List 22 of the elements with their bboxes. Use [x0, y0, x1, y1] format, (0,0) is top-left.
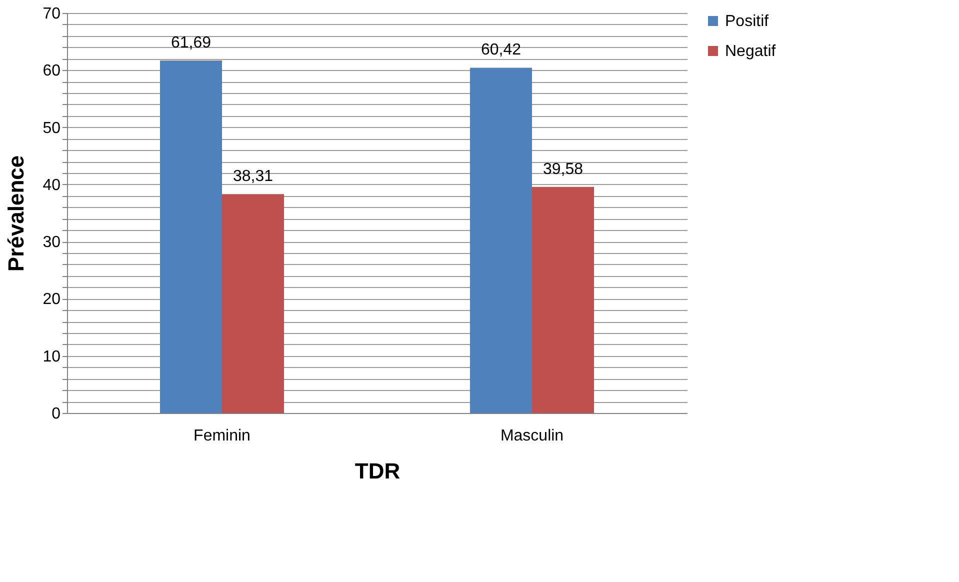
legend-label: Negatif [725, 43, 776, 60]
legend-label: Positif [725, 13, 770, 30]
y-tick-label: 70 [42, 6, 61, 22]
y-axis-title: Prévalence [4, 155, 29, 272]
data-label: 39,58 [542, 160, 584, 178]
x-axis-title: TDR [354, 458, 400, 484]
y-tick-label: 50 [42, 120, 61, 137]
bar [160, 60, 222, 413]
y-tick-label: 60 [42, 62, 61, 80]
y-tick-label: 10 [42, 348, 61, 366]
bar [470, 68, 532, 413]
bar [532, 186, 594, 413]
bar [222, 194, 284, 413]
y-tick-label: 30 [42, 234, 61, 252]
y-tick-label: 20 [42, 291, 61, 308]
y-tick-label: 0 [52, 406, 61, 422]
data-label: 61,69 [170, 34, 212, 52]
y-tick-label: 40 [42, 176, 61, 194]
x-tick-label: Masculin [500, 428, 564, 444]
x-tick-label: Feminin [194, 428, 250, 444]
data-label: 60,42 [480, 42, 522, 59]
data-label: 38,31 [232, 168, 274, 186]
